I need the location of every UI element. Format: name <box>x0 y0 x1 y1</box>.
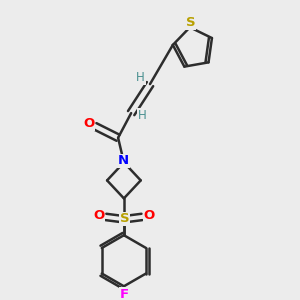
Text: N: N <box>118 154 129 167</box>
Text: F: F <box>119 288 128 300</box>
Text: O: O <box>93 209 104 222</box>
Text: H: H <box>138 109 146 122</box>
Text: O: O <box>143 209 155 222</box>
Text: H: H <box>136 71 145 84</box>
Text: S: S <box>186 16 195 29</box>
Text: O: O <box>83 117 94 130</box>
Text: S: S <box>120 212 129 225</box>
